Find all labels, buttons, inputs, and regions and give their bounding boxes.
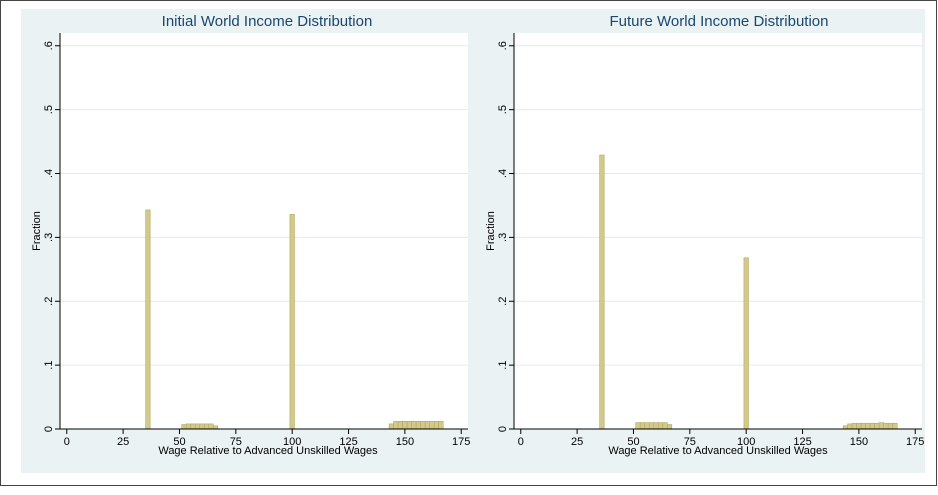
- histogram-bar: [429, 421, 435, 430]
- histogram-bar: [878, 422, 884, 430]
- x-axis-label: Wage Relative to Advanced Unskilled Wage…: [158, 445, 378, 457]
- histogram-bar: [388, 423, 394, 430]
- chart-panel-initial: Initial World Income Distribution 0 .1 .2.…: [21, 9, 473, 473]
- x-tick-label: 150: [396, 436, 414, 448]
- y-axis-label: Fraction: [485, 211, 497, 251]
- histogram-bar: [653, 422, 659, 430]
- histogram-bar: [648, 422, 655, 430]
- histogram-bar: [847, 423, 853, 430]
- y-tick-label: .1: [497, 361, 509, 370]
- axes: 0 .1 .2 .3 .4 .5 .6 0 25 50 75 100 125 150 175: [497, 33, 924, 448]
- histogram-bar: [874, 422, 880, 430]
- y-tick-label: .4: [43, 169, 55, 178]
- y-tick-label: .2: [43, 297, 55, 306]
- histogram-bar: [411, 421, 417, 430]
- y-tick-label: 0: [43, 426, 55, 432]
- histogram-bar: [393, 421, 399, 430]
- histogram-bar: [203, 423, 210, 430]
- gridlines: [514, 45, 922, 366]
- plot-area: [60, 33, 468, 429]
- y-tick-label: .4: [497, 169, 509, 178]
- y-tick-label: .5: [43, 105, 55, 114]
- x-tick-label: 25: [571, 436, 583, 448]
- x-tick-label: 0: [518, 436, 524, 448]
- y-tick-label: .1: [43, 361, 55, 370]
- histogram-bar: [865, 422, 871, 430]
- axes: 0 .1 .2 .3 .4 .5 .6 0 25 50 75 100 125 150 175: [43, 33, 470, 448]
- histogram-bar: [289, 214, 295, 430]
- chart-panel-future: Future World Income Distribution 0 .1 .2 .3…: [473, 9, 925, 473]
- x-tick-label: 75: [230, 436, 242, 448]
- histogram-bar: [433, 421, 439, 430]
- x-tick-label: 175: [452, 436, 470, 448]
- histogram-bar: [406, 421, 412, 430]
- histogram-bar: [397, 421, 403, 430]
- y-tick-label: .3: [43, 233, 55, 242]
- histogram-bar: [639, 422, 646, 430]
- histogram-bar: [199, 423, 205, 430]
- histogram-bar: [887, 422, 893, 430]
- histogram-bar: [743, 257, 749, 430]
- histogram-bar: [145, 209, 151, 430]
- histogram-bar: [869, 422, 875, 430]
- y-tick-label: .6: [43, 41, 55, 50]
- histogram-bar: [208, 423, 214, 430]
- histogram-bar: [657, 422, 664, 430]
- x-tick-label: 25: [117, 436, 129, 448]
- histogram-bar: [415, 421, 421, 430]
- gridlines: [60, 45, 468, 366]
- histogram-bar: [194, 423, 201, 430]
- histogram-bar: [181, 424, 187, 430]
- y-tick-label: .5: [497, 105, 509, 114]
- histogram-bar: [424, 421, 430, 430]
- histogram-bar: [635, 422, 641, 430]
- y-tick-label: .2: [497, 297, 509, 306]
- histogram-bar: [644, 422, 650, 430]
- histogram-bar: [185, 423, 192, 430]
- histogram-bar: [438, 421, 444, 430]
- x-axis-label: Wage Relative to Advanced Unskilled Wage…: [608, 445, 828, 457]
- histogram-bar: [190, 423, 196, 430]
- y-tick-label: .6: [497, 41, 509, 50]
- x-tick-label: 125: [339, 436, 357, 448]
- x-tick-label: 125: [793, 436, 811, 448]
- histogram-bar: [856, 422, 862, 430]
- x-tick-label: 75: [684, 436, 696, 448]
- x-tick-label: 100: [283, 436, 301, 448]
- x-tick-label: 175: [906, 436, 924, 448]
- histogram-bar: [883, 422, 889, 430]
- x-tick-label: 0: [64, 436, 70, 448]
- histogram-bar: [851, 422, 857, 430]
- chart-title: Future World Income Distribution: [610, 13, 829, 30]
- y-tick-label: 0: [497, 426, 509, 432]
- x-tick-label: 50: [627, 436, 639, 448]
- histogram-bar: [892, 422, 898, 430]
- bars: [145, 209, 444, 430]
- histogram-bar: [662, 422, 668, 430]
- y-tick-label: .3: [497, 233, 509, 242]
- x-tick-label: 150: [850, 436, 868, 448]
- plot-area: [514, 33, 922, 429]
- histogram-bar: [599, 154, 605, 430]
- histogram-bar: [666, 424, 673, 430]
- x-tick-label: 50: [173, 436, 185, 448]
- histogram-bar: [402, 421, 408, 430]
- histogram-bar: [420, 421, 426, 430]
- y-axis-label: Fraction: [31, 211, 43, 251]
- chart-title: Initial World Income Distribution: [162, 13, 373, 30]
- x-tick-label: 100: [737, 436, 755, 448]
- histogram-bar: [860, 422, 866, 430]
